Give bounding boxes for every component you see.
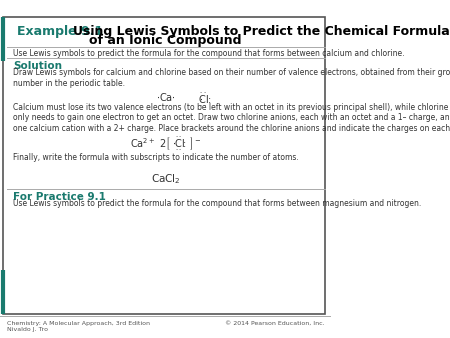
FancyBboxPatch shape (3, 17, 324, 314)
Text: Chemistry: A Molecular Approach, 3rd Edition
Nivaldo J. Tro: Chemistry: A Molecular Approach, 3rd Edi… (7, 321, 149, 332)
Text: Using Lewis Symbols to Predict the Chemical Formula: Using Lewis Symbols to Predict the Chemi… (73, 25, 450, 38)
Text: Draw Lewis symbols for calcium and chlorine based on their number of valence ele: Draw Lewis symbols for calcium and chlor… (13, 68, 450, 88)
Text: of an Ionic Compound: of an Ionic Compound (90, 34, 242, 47)
Text: Solution: Solution (13, 61, 62, 71)
Text: © 2014 Pearson Education, Inc.: © 2014 Pearson Education, Inc. (225, 321, 324, 326)
Text: Ca$^{2+}$ 2$\left[\,\cdot\!\!\overset{..}{\underset{..}{\mathrm{Cl}}}\!\!:\,\rig: Ca$^{2+}$ 2$\left[\,\cdot\!\!\overset{..… (130, 136, 201, 153)
Text: $\cdot\!\!\overset{..}{\underset{..}{\mathrm{Cl}}}\!\!:$: $\cdot\!\!\overset{..}{\underset{..}{\ma… (199, 91, 211, 109)
Text: Use Lewis symbols to predict the formula for the compound that forms between mag: Use Lewis symbols to predict the formula… (13, 199, 422, 209)
Text: For Practice 9.1: For Practice 9.1 (13, 192, 106, 202)
Text: Use Lewis symbols to predict the formula for the compound that forms between cal: Use Lewis symbols to predict the formula… (13, 49, 405, 58)
Text: Finally, write the formula with subscripts to indicate the number of atoms.: Finally, write the formula with subscrip… (13, 153, 299, 162)
Text: Calcium must lose its two valence electrons (to be left with an octet in its pre: Calcium must lose its two valence electr… (13, 103, 450, 133)
Text: CaCl$_2$: CaCl$_2$ (151, 172, 180, 186)
Text: $\cdot$Ca$\cdot$: $\cdot$Ca$\cdot$ (156, 91, 176, 103)
Text: Example 9.1: Example 9.1 (17, 25, 103, 38)
